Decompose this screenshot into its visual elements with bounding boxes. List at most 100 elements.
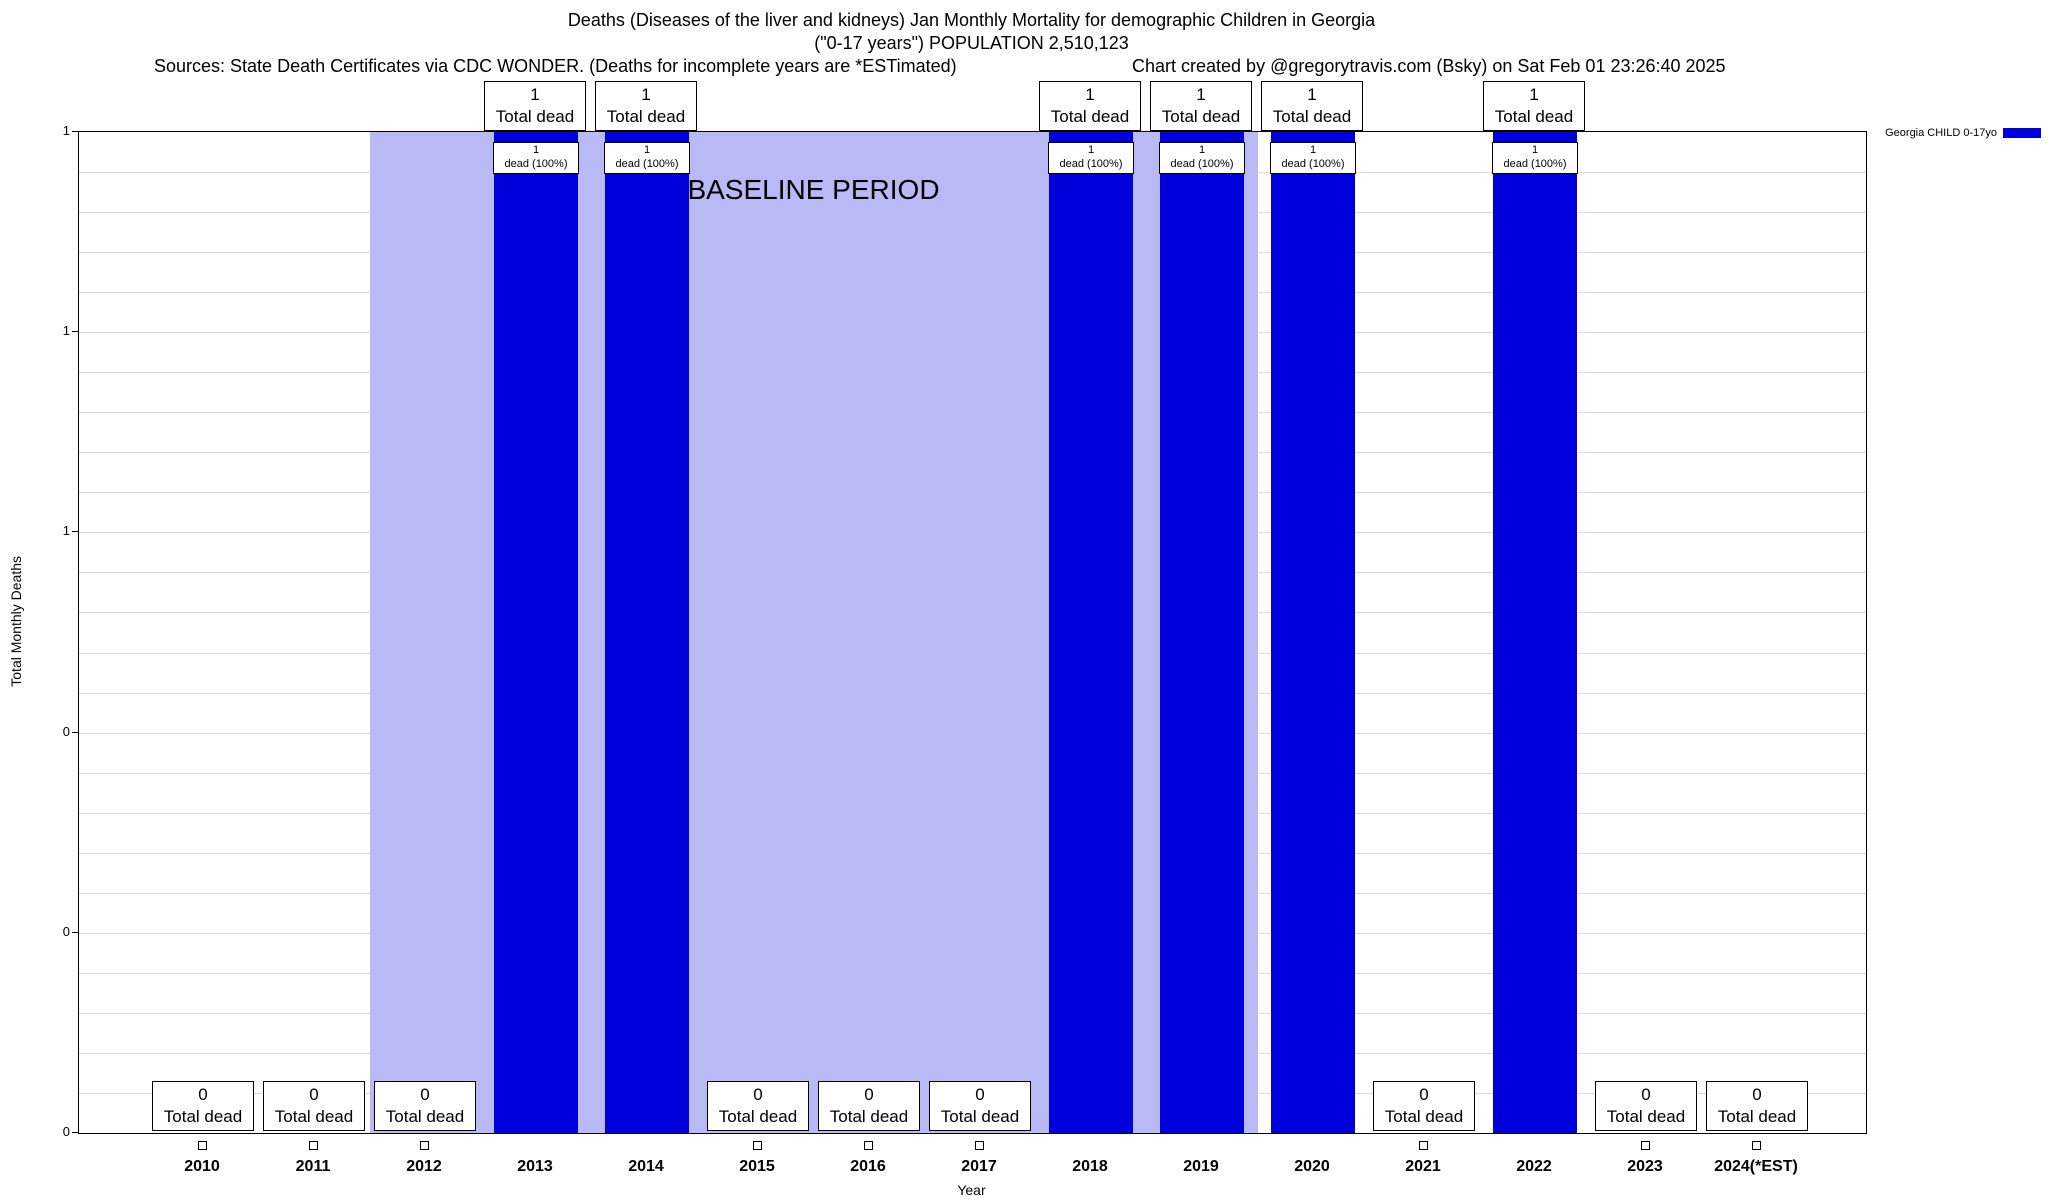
bar-value-count: 1 [1531, 144, 1539, 156]
plot-area: BASELINE PERIOD 0 Total dead 0 Total dead 0 To… [78, 131, 1867, 1134]
total-dead-box: 1 Total dead [595, 81, 697, 131]
total-dead-count: 0 [1752, 1085, 1762, 1104]
bar-value-box: 1 dead (100%) [1159, 142, 1245, 174]
zero-value-marker [864, 1141, 873, 1150]
y-tick-label: 0 [62, 1124, 70, 1139]
x-tick-label: 2017 [961, 1158, 997, 1175]
bar-2019 [1160, 132, 1244, 1133]
total-dead-count: 1 [1085, 85, 1095, 104]
y-axis-title: Total Monthly Deaths [8, 556, 24, 687]
total-dead-label: Total dead [1272, 106, 1352, 126]
total-dead-label: Total dead [1717, 1106, 1797, 1126]
total-dead-box: 1 Total dead [1150, 81, 1252, 131]
x-tick-label: 2011 [295, 1158, 331, 1175]
legend: Georgia CHILD 0-17yo [1885, 127, 2041, 139]
y-tick-label: 1 [62, 523, 70, 539]
bar-2022 [1493, 132, 1577, 1133]
total-dead-count: 0 [1419, 1085, 1429, 1104]
total-dead-count: 0 [1641, 1085, 1651, 1104]
y-tick-label: 1 [62, 323, 70, 339]
total-dead-count: 0 [198, 1085, 208, 1104]
x-tick-label: 2014 [628, 1158, 664, 1175]
zero-value-marker [198, 1141, 207, 1150]
bar-value-percent: dead (100%) [1170, 157, 1234, 170]
bar-value-percent: dead (100%) [615, 157, 679, 170]
x-tick-label: 2020 [1294, 1158, 1330, 1175]
total-dead-box: 0 Total dead [818, 1081, 920, 1131]
total-dead-label: Total dead [1161, 106, 1241, 126]
bar-2013 [494, 132, 578, 1133]
zero-value-marker [420, 1141, 429, 1150]
total-dead-label: Total dead [940, 1106, 1020, 1126]
x-tick-label: 2013 [517, 1158, 553, 1175]
total-dead-label: Total dead [1050, 106, 1130, 126]
bar-value-percent: dead (100%) [1281, 157, 1345, 170]
bar-value-count: 1 [643, 144, 651, 156]
x-axis-title: Year [957, 1182, 986, 1198]
zero-value-marker [1419, 1141, 1428, 1150]
total-dead-count: 1 [530, 85, 540, 104]
y-tick-label: 1 [62, 123, 70, 138]
total-dead-count: 1 [641, 85, 651, 104]
total-dead-box: 0 Total dead [1595, 1081, 1697, 1131]
y-tick-mark [72, 1132, 78, 1133]
bar-value-box: 1 dead (100%) [1492, 142, 1578, 174]
total-dead-box: 0 Total dead [263, 1081, 365, 1131]
y-tick-mark [72, 731, 78, 733]
baseline-period-label: BASELINE PERIOD [687, 174, 940, 205]
bar-value-count: 1 [532, 144, 540, 156]
bar-value-box: 1 dead (100%) [604, 142, 690, 174]
credit-note: Chart created by @gregorytravis.com (Bsk… [1132, 56, 1726, 76]
total-dead-box: 0 Total dead [707, 1081, 809, 1131]
x-tick-label: 2010 [184, 1158, 220, 1175]
x-tick-label: 2018 [1072, 1158, 1108, 1175]
bar-2020 [1271, 132, 1355, 1133]
total-dead-box: 0 Total dead [1706, 1081, 1808, 1131]
x-tick-label: 2024(*EST) [1714, 1158, 1798, 1175]
bar-2014 [605, 132, 689, 1133]
x-tick-label: 2012 [406, 1158, 442, 1175]
total-dead-label: Total dead [829, 1106, 909, 1126]
total-dead-count: 0 [864, 1085, 874, 1104]
total-dead-label: Total dead [495, 106, 575, 126]
zero-value-marker [1641, 1141, 1650, 1150]
y-tick-label: 0 [62, 923, 70, 939]
total-dead-box: 0 Total dead [1373, 1081, 1475, 1131]
total-dead-count: 0 [753, 1085, 763, 1104]
y-tick-mark [72, 931, 78, 933]
total-dead-count: 0 [420, 1085, 430, 1104]
bar-value-box: 1 dead (100%) [493, 142, 579, 174]
total-dead-count: 1 [1307, 85, 1317, 104]
y-tick-label: 0 [62, 723, 70, 739]
x-tick-label: 2021 [1405, 1158, 1441, 1175]
total-dead-box: 1 Total dead [1483, 81, 1585, 131]
bar-value-box: 1 dead (100%) [1048, 142, 1134, 174]
total-dead-label: Total dead [1494, 106, 1574, 126]
total-dead-count: 0 [309, 1085, 319, 1104]
total-dead-count: 1 [1196, 85, 1206, 104]
legend-swatch [2003, 128, 2041, 138]
y-tick-mark [72, 131, 78, 132]
x-tick-label: 2022 [1516, 1158, 1552, 1175]
total-dead-box: 0 Total dead [152, 1081, 254, 1131]
bar-value-percent: dead (100%) [1059, 157, 1123, 170]
x-tick-label: 2016 [850, 1158, 886, 1175]
total-dead-count: 0 [975, 1085, 985, 1104]
bar-value-percent: dead (100%) [1503, 157, 1567, 170]
y-tick-mark [72, 531, 78, 533]
total-dead-label: Total dead [718, 1106, 798, 1126]
total-dead-box: 1 Total dead [1039, 81, 1141, 131]
total-dead-count: 1 [1529, 85, 1539, 104]
bar-value-percent: dead (100%) [504, 157, 568, 170]
x-tick-label: 2019 [1183, 1158, 1219, 1175]
total-dead-label: Total dead [163, 1106, 243, 1126]
zero-value-marker [309, 1141, 318, 1150]
total-dead-box: 1 Total dead [1261, 81, 1363, 131]
bar-2018 [1049, 132, 1133, 1133]
y-tick-mark [72, 331, 78, 333]
bar-value-count: 1 [1309, 144, 1317, 156]
total-dead-label: Total dead [385, 1106, 465, 1126]
chart-title-line1: Deaths (Diseases of the liver and kidney… [567, 10, 1376, 30]
zero-value-marker [975, 1141, 984, 1150]
